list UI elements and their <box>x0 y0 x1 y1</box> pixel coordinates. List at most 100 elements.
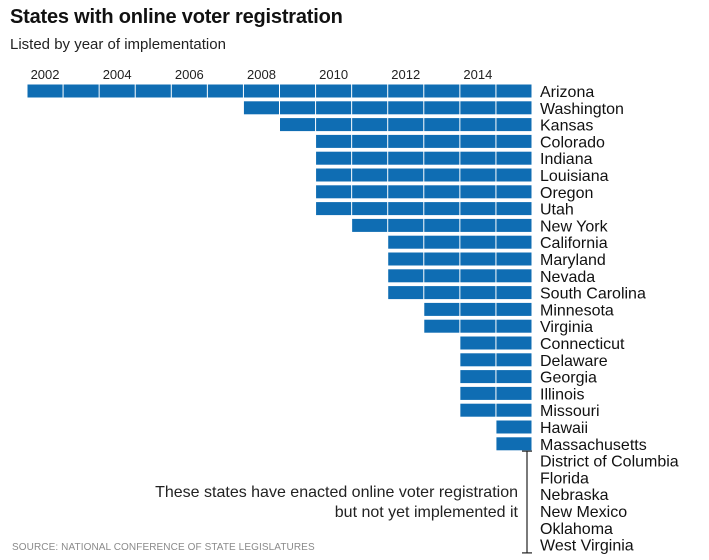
bar-hawaii <box>496 420 532 434</box>
bar-segment <box>496 202 532 216</box>
state-label-indiana: Indiana <box>540 151 593 168</box>
bar-segment <box>460 252 496 266</box>
bar-washington <box>243 101 532 115</box>
bar-virginia <box>424 319 532 333</box>
state-label-massachusetts: Massachusetts <box>540 437 647 454</box>
bar-segment <box>424 168 460 182</box>
bar-segment <box>27 84 63 98</box>
state-label-illinois: Illinois <box>540 386 584 403</box>
bar-nevada <box>388 269 532 283</box>
bars-group <box>27 84 532 451</box>
bar-illinois <box>460 386 532 400</box>
bar-segment <box>424 286 460 300</box>
bar-segment <box>496 386 532 400</box>
bar-georgia <box>460 370 532 384</box>
bar-segment <box>352 185 388 199</box>
bar-arizona <box>27 84 532 98</box>
bar-segment <box>460 185 496 199</box>
bar-segment <box>388 151 424 165</box>
year-tick-2012: 2012 <box>391 67 420 82</box>
bar-segment <box>316 168 352 182</box>
bar-segment <box>424 151 460 165</box>
state-label-louisiana: Louisiana <box>540 168 609 185</box>
bar-segment <box>496 420 532 434</box>
bar-segment <box>352 151 388 165</box>
state-label-connecticut: Connecticut <box>540 336 625 353</box>
bar-segment <box>460 235 496 249</box>
bar-segment <box>424 302 460 316</box>
bar-segment <box>496 302 532 316</box>
bar-segment <box>424 118 460 132</box>
pending-state-new-mexico: New Mexico <box>540 504 627 521</box>
bar-segment <box>424 202 460 216</box>
state-label-hawaii: Hawaii <box>540 420 588 437</box>
bar-segment <box>460 286 496 300</box>
pending-state-oklahoma: Oklahoma <box>540 521 613 538</box>
year-tick-2004: 2004 <box>103 67 132 82</box>
bar-california <box>388 235 532 249</box>
bar-oregon <box>316 185 532 199</box>
bar-segment <box>424 252 460 266</box>
bar-missouri <box>460 403 532 417</box>
pending-state-florida: Florida <box>540 470 589 487</box>
state-label-arizona: Arizona <box>540 84 594 101</box>
bar-segment <box>316 151 352 165</box>
pending-state-nebraska: Nebraska <box>540 487 609 504</box>
bar-connecticut <box>460 336 532 350</box>
bar-segment <box>460 336 496 350</box>
bar-segment <box>352 101 388 115</box>
bar-segment <box>388 185 424 199</box>
bar-segment <box>460 101 496 115</box>
bar-segment <box>496 286 532 300</box>
state-label-nevada: Nevada <box>540 269 595 286</box>
bar-segment <box>460 269 496 283</box>
bar-segment <box>460 353 496 367</box>
chart-title: States with online voter registration <box>10 6 343 28</box>
state-label-delaware: Delaware <box>540 353 608 370</box>
state-label-maryland: Maryland <box>540 252 606 269</box>
year-tick-2006: 2006 <box>175 67 204 82</box>
bar-louisiana <box>316 168 532 182</box>
bar-delaware <box>460 353 532 367</box>
bar-massachusetts <box>496 437 532 451</box>
bar-segment <box>388 84 424 98</box>
bar-segment <box>496 437 532 451</box>
state-label-minnesota: Minnesota <box>540 302 614 319</box>
pending-bracket <box>522 450 532 554</box>
bar-kansas <box>280 118 532 132</box>
bar-segment <box>316 118 352 132</box>
bar-segment <box>352 168 388 182</box>
state-label-california: California <box>540 235 608 252</box>
pending-note: These states have enacted online voter r… <box>155 484 518 521</box>
state-label-virginia: Virginia <box>540 319 593 336</box>
state-label-colorado: Colorado <box>540 134 605 151</box>
bar-segment <box>460 151 496 165</box>
bar-colorado <box>316 134 532 148</box>
bar-segment <box>352 218 388 232</box>
bar-segment <box>280 101 316 115</box>
bar-south-carolina <box>388 286 532 300</box>
bar-segment <box>424 319 460 333</box>
year-tick-2010: 2010 <box>319 67 348 82</box>
chart-subtitle: Listed by year of implementation <box>10 36 226 53</box>
pending-state-west-virginia: West Virginia <box>540 538 634 555</box>
year-tick-2014: 2014 <box>463 67 492 82</box>
bar-segment <box>63 84 99 98</box>
bar-segment <box>496 336 532 350</box>
bar-segment <box>171 84 207 98</box>
bar-segment <box>496 101 532 115</box>
state-label-kansas: Kansas <box>540 118 593 135</box>
bar-segment <box>496 252 532 266</box>
bar-segment <box>352 118 388 132</box>
bar-segment <box>352 202 388 216</box>
state-label-south-carolina: South Carolina <box>540 286 646 303</box>
bar-segment <box>424 101 460 115</box>
bar-segment <box>424 235 460 249</box>
bar-segment <box>388 134 424 148</box>
state-label-oregon: Oregon <box>540 185 593 202</box>
bar-segment <box>424 84 460 98</box>
year-tick-2002: 2002 <box>31 67 60 82</box>
bar-segment <box>460 319 496 333</box>
bar-indiana <box>316 151 532 165</box>
